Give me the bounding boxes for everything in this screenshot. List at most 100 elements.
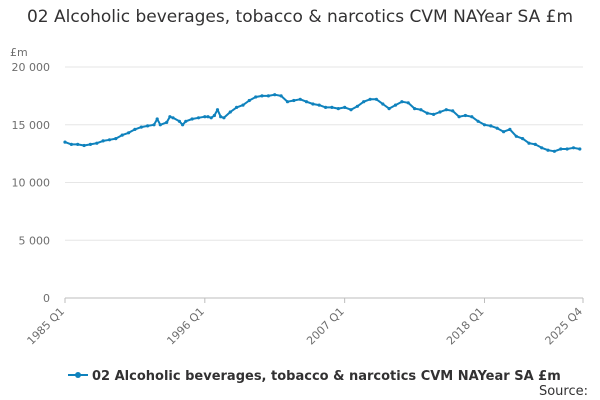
data-point[interactable] [241,103,245,107]
data-point[interactable] [76,142,80,146]
data-point[interactable] [120,133,124,137]
data-point[interactable] [425,111,429,115]
data-point[interactable] [292,98,296,103]
data-point[interactable] [514,134,518,138]
data-point[interactable] [533,142,537,146]
data-point[interactable] [470,115,474,119]
data-point[interactable] [527,141,531,145]
data-point[interactable] [165,120,169,124]
series-line[interactable] [64,93,580,153]
data-point[interactable] [317,103,321,107]
data-point[interactable] [228,110,232,114]
data-point[interactable] [273,93,277,97]
x-tick-label: 1985 Q1 [25,305,68,348]
data-point[interactable] [552,149,557,153]
data-point[interactable] [101,139,105,143]
data-point[interactable] [107,138,112,142]
data-point[interactable] [355,104,359,108]
data-point[interactable] [254,95,258,99]
data-point[interactable] [324,105,328,109]
y-tick-label: 20 000 [12,61,51,74]
data-point[interactable] [279,94,283,98]
data-point[interactable] [444,108,448,112]
data-point[interactable] [438,110,442,114]
data-point[interactable] [336,107,340,111]
data-point[interactable] [559,147,563,151]
data-point[interactable] [419,108,423,112]
data-point[interactable] [171,116,175,120]
data-point[interactable] [540,146,544,150]
data-point[interactable] [413,107,417,111]
data-point[interactable] [88,142,92,146]
data-point[interactable] [219,115,223,119]
data-point[interactable] [406,101,410,105]
x-tick-label: 2025 Q4 [543,305,586,348]
chart-title: 02 Alcoholic beverages, tobacco & narcot… [26,7,574,27]
data-point[interactable] [304,100,309,104]
data-point[interactable] [451,109,455,113]
data-point[interactable] [206,115,210,119]
data-point[interactable] [400,100,404,104]
data-point[interactable] [235,105,239,109]
data-point[interactable] [387,107,391,111]
data-point[interactable] [489,124,493,128]
y-tick-label: 10 000 [12,177,51,190]
data-point[interactable] [152,123,156,127]
data-point[interactable] [222,116,226,120]
data-point[interactable] [349,108,353,112]
data-point[interactable] [381,102,385,106]
data-point[interactable] [476,119,480,123]
data-point[interactable] [578,147,582,151]
data-point[interactable] [521,137,525,141]
data-point[interactable] [374,97,378,101]
data-point[interactable] [495,126,499,130]
data-point[interactable] [69,142,73,146]
y-tick-label: 15 000 [12,119,51,132]
data-point[interactable] [168,115,172,119]
data-point[interactable] [330,105,334,109]
data-point[interactable] [546,148,550,152]
data-point[interactable] [565,147,569,151]
data-point[interactable] [184,119,188,123]
data-point[interactable] [432,112,436,116]
data-point[interactable] [457,115,461,119]
data-point[interactable] [209,116,213,120]
data-point[interactable] [298,97,302,101]
data-point[interactable] [82,143,86,148]
data-point[interactable] [571,146,576,150]
data-point[interactable] [158,123,162,127]
data-point[interactable] [139,125,143,129]
data-point[interactable] [368,97,372,101]
legend-label[interactable]: 02 Alcoholic beverages, tobacco & narcot… [92,369,561,384]
data-point[interactable] [95,141,99,145]
data-point[interactable] [311,102,315,106]
data-point[interactable] [196,116,201,120]
data-point[interactable] [215,108,220,112]
data-point[interactable] [260,94,264,98]
data-point[interactable] [393,103,398,107]
data-point[interactable] [203,115,207,119]
data-point[interactable] [212,113,216,118]
data-point[interactable] [127,131,131,135]
data-point[interactable] [177,119,181,123]
data-point[interactable] [155,117,159,121]
data-point[interactable] [190,117,194,121]
data-point[interactable] [362,100,366,104]
data-point[interactable] [63,140,67,144]
data-point[interactable] [133,127,137,131]
legend[interactable]: 02 Alcoholic beverages, tobacco & narcot… [68,369,561,384]
data-point[interactable] [343,105,347,109]
data-point[interactable] [285,100,290,104]
data-point[interactable] [482,123,487,127]
data-point[interactable] [266,94,270,98]
data-point[interactable] [508,127,512,131]
x-tick-label: 2018 Q1 [444,305,487,348]
y-tick-label: 5 000 [19,234,51,247]
data-point[interactable] [463,113,467,118]
data-point[interactable] [146,124,150,128]
series-layer [63,93,582,153]
data-point[interactable] [502,130,506,134]
data-point[interactable] [247,98,251,103]
data-point[interactable] [181,123,185,127]
data-point[interactable] [114,137,118,141]
